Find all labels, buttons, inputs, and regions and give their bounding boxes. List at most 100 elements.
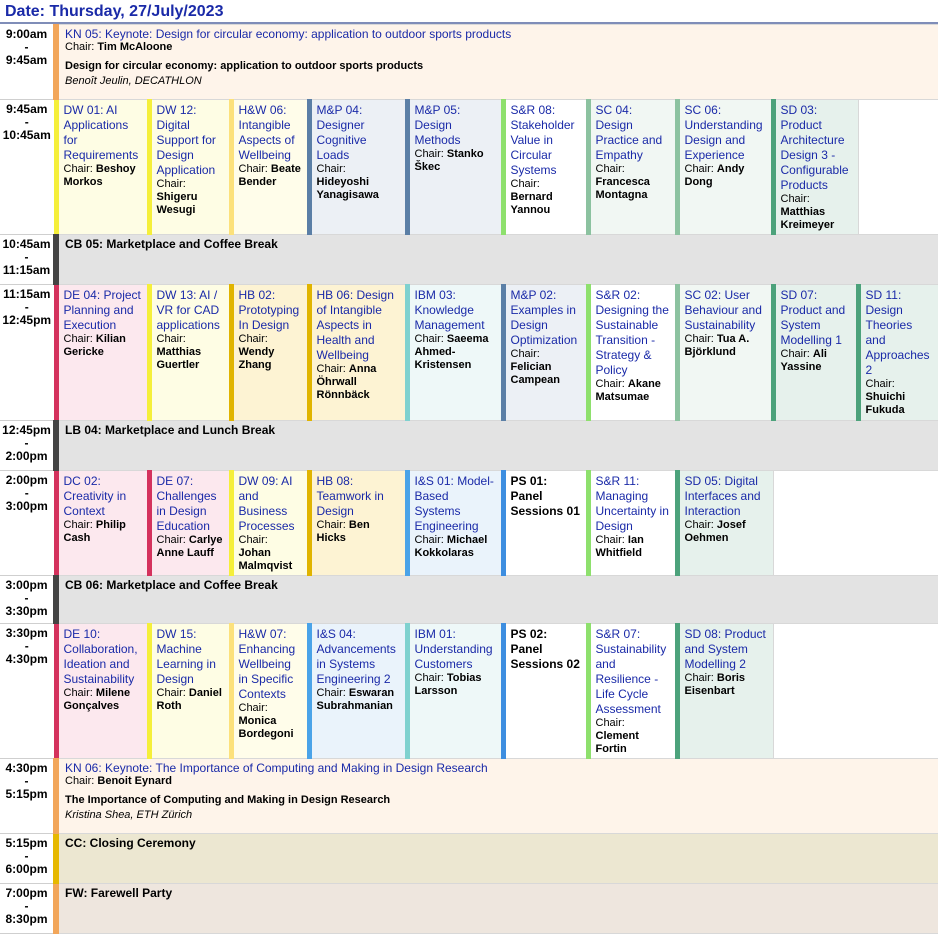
session-cell[interactable]: SC 04: Design Practice and Empathy Chair:… (585, 99, 678, 235)
empty-cell (858, 470, 938, 576)
session-cell[interactable]: PS 01: Panel Sessions 01 (500, 470, 589, 576)
session-cell[interactable]: I&S 04: Advancements in Systems Engineer… (306, 623, 408, 759)
session-cell[interactable]: SD 07: Product and System Modelling 1 Cha… (770, 284, 859, 421)
session-title: H&W 06: Intangible Aspects of Wellbeing (238, 103, 295, 162)
time-cell: 12:45pm -2:00pm (0, 420, 57, 471)
session-title: IBM 01: Understanding Customers (414, 627, 493, 671)
session-cell[interactable]: SD 03: Product Architecture Design 3 - C… (770, 99, 859, 235)
session-title: HB 02: Prototyping In Design (238, 288, 300, 332)
session-cell[interactable]: SC 02: User Behaviour and Sustainability… (674, 284, 774, 421)
schedule-table: 9:00am -9:45am KN 05: Keynote: Design for… (0, 24, 938, 934)
session-title: M&P 05: Design Methods (414, 103, 461, 147)
closing-ceremony[interactable]: CC: Closing Ceremony (52, 833, 938, 884)
session-title: DW 01: AI Applications for Requirements (63, 103, 139, 162)
session-title: DW 09: AI and Business Processes (238, 474, 295, 533)
session-cell[interactable]: M&P 04: Designer Cognitive Loads Chair: H… (306, 99, 408, 235)
talk-title: The Importance of Computing and Making i… (65, 794, 391, 806)
session-title: S&R 08: Stakeholder Value in Circular Sy… (510, 103, 575, 177)
time-cell: 4:30pm -5:15pm (0, 758, 57, 834)
time-cell: 10:45am -11:15am (0, 234, 57, 285)
time-cell: 7:00pm -8:30pm (0, 883, 57, 934)
session-cell[interactable]: S&R 02: Designing the Sustainable Transi… (585, 284, 678, 421)
session-cell[interactable]: S&R 11: Managing Uncertainty in Design Ch… (585, 470, 678, 576)
session-title[interactable]: KN 06: Keynote: The Importance of Comput… (65, 761, 488, 775)
session-title: SC 04: Design Practice and Empathy (595, 103, 663, 162)
session-cell[interactable]: IBM 01: Understanding Customers Chair: To… (404, 623, 504, 759)
row-slot1: 9:45am -10:45am DW 01: AI Applications fo… (0, 99, 938, 235)
row-cb06: 3:00pm -3:30pm CB 06: Marketplace and Cof… (0, 575, 938, 624)
session-cell[interactable]: M&P 02: Examples in Design Optimization C… (500, 284, 589, 421)
break-cb05[interactable]: CB 05: Marketplace and Coffee Break (52, 234, 938, 285)
row-farewell: 7:00pm -8:30pm FW: Farewell Party (0, 883, 938, 934)
session-title: S&R 07: Sustainability and Resilience - … (595, 627, 667, 716)
session-title[interactable]: KN 05: Keynote: Design for circular econ… (65, 27, 512, 41)
time-cell: 5:15pm -6:00pm (0, 833, 57, 884)
session-title: SC 06: Understanding Design and Experien… (684, 103, 763, 162)
row-slot2: 11:15am -12:45pm DE 04: Project Planning … (0, 284, 938, 421)
session-title: DE 07: Challenges in Design Education (156, 474, 217, 533)
session-cell[interactable]: DC 02: Creativity in Context Chair: Phili… (53, 470, 150, 576)
keynote-kn05[interactable]: KN 05: Keynote: Design for circular econ… (52, 24, 938, 100)
empty-cell (858, 99, 938, 235)
session-title: DW 15: Machine Learning in Design (156, 627, 216, 686)
date-header: Date: Thursday, 27/July/2023 (0, 0, 938, 24)
event-title: CC: Closing Ceremony (65, 836, 196, 850)
session-cell[interactable]: HB 06: Design of Intangible Aspects in H… (306, 284, 408, 421)
session-title: S&R 02: Designing the Sustainable Transi… (595, 288, 669, 377)
time-cell: 9:00am -9:45am (0, 24, 57, 100)
row-cb05: 10:45am -11:15am CB 05: Marketplace and C… (0, 234, 938, 285)
session-cell[interactable]: S&R 08: Stakeholder Value in Circular Sy… (500, 99, 589, 235)
session-cell[interactable]: H&W 06: Intangible Aspects of Wellbeing C… (228, 99, 310, 235)
session-cell[interactable]: SD 05: Digital Interfaces and Interactio… (674, 470, 774, 576)
session-cell[interactable]: DW 13: AI / VR for CAD applications Chair… (146, 284, 232, 421)
session-cell[interactable]: SC 06: Understanding Design and Experien… (674, 99, 774, 235)
session-cell[interactable]: DW 01: AI Applications for Requirements C… (53, 99, 150, 235)
session-title: I&S 01: Model-Based Systems Engineering (414, 474, 494, 533)
session-cell[interactable]: S&R 07: Sustainability and Resilience - … (585, 623, 678, 759)
session-cell[interactable]: HB 02: Prototyping In Design Chair: Wendy… (228, 284, 310, 421)
row-kn05: 9:00am -9:45am KN 05: Keynote: Design for… (0, 24, 938, 100)
break-title: LB 04: Marketplace and Lunch Break (65, 423, 276, 437)
session-cell[interactable]: DW 12: Digital Support for Design Applic… (146, 99, 232, 235)
session-title: DE 10: Collaboration, Ideation and Susta… (63, 627, 138, 686)
session-title: SC 02: User Behaviour and Sustainability (684, 288, 762, 332)
session-cell[interactable]: DE 04: Project Planning and Execution Cha… (53, 284, 150, 421)
session-title: PS 02: Panel Sessions 02 (510, 627, 580, 671)
session-title: DE 04: Project Planning and Execution (63, 288, 141, 332)
session-cell[interactable]: I&S 01: Model-Based Systems Engineering C… (404, 470, 504, 576)
break-cb06[interactable]: CB 06: Marketplace and Coffee Break (52, 575, 938, 624)
session-cell[interactable]: H&W 07: Enhancing Wellbeing in Specific … (228, 623, 310, 759)
session-cell[interactable]: SD 08: Product and System Modelling 2 Cha… (674, 623, 774, 759)
time-start: 9:00am (5, 26, 48, 41)
break-lb04[interactable]: LB 04: Marketplace and Lunch Break (52, 420, 938, 471)
empty-cell (773, 470, 858, 576)
session-title: DW 12: Digital Support for Design Applic… (156, 103, 216, 177)
session-title: SD 03: Product Architecture Design 3 - C… (780, 103, 849, 192)
break-title: CB 05: Marketplace and Coffee Break (65, 237, 278, 251)
empty-cell (773, 623, 858, 759)
session-cell[interactable]: PS 02: Panel Sessions 02 (500, 623, 589, 759)
session-title: M&P 04: Designer Cognitive Loads (316, 103, 367, 162)
break-title: CB 06: Marketplace and Coffee Break (65, 578, 278, 592)
session-cell[interactable]: DE 07: Challenges in Design Education Cha… (146, 470, 232, 576)
row-slot3: 2:00pm -3:00pm DC 02: Creativity in Conte… (0, 470, 938, 576)
talk-title: Design for circular economy: application… (65, 60, 424, 72)
session-cell[interactable]: M&P 05: Design Methods Chair: Stanko Škec (404, 99, 504, 235)
session-title: SD 08: Product and System Modelling 2 (684, 627, 766, 671)
farewell-party[interactable]: FW: Farewell Party (52, 883, 938, 934)
session-title: SD 07: Product and System Modelling 1 (780, 288, 846, 347)
time-cell: 3:00pm -3:30pm (0, 575, 57, 624)
session-cell[interactable]: IBM 03: Knowledge Management Chair: Saeem… (404, 284, 504, 421)
speaker: Benoît Jeulin, DECATHLON (65, 75, 202, 87)
session-title: HB 08: Teamwork in Design (316, 474, 384, 518)
session-cell[interactable]: HB 08: Teamwork in Design Chair: Ben Hick… (306, 470, 408, 576)
keynote-kn06[interactable]: KN 06: Keynote: The Importance of Comput… (52, 758, 938, 834)
session-title: IBM 03: Knowledge Management (414, 288, 485, 332)
session-title: I&S 04: Advancements in Systems Engineer… (316, 627, 396, 686)
session-cell[interactable]: DW 09: AI and Business Processes Chair: J… (228, 470, 310, 576)
session-cell[interactable]: DW 15: Machine Learning in Design Chair: … (146, 623, 232, 759)
session-cell[interactable]: DE 10: Collaboration, Ideation and Susta… (53, 623, 150, 759)
event-title: FW: Farewell Party (65, 886, 173, 900)
session-title: H&W 07: Enhancing Wellbeing in Specific … (238, 627, 296, 701)
